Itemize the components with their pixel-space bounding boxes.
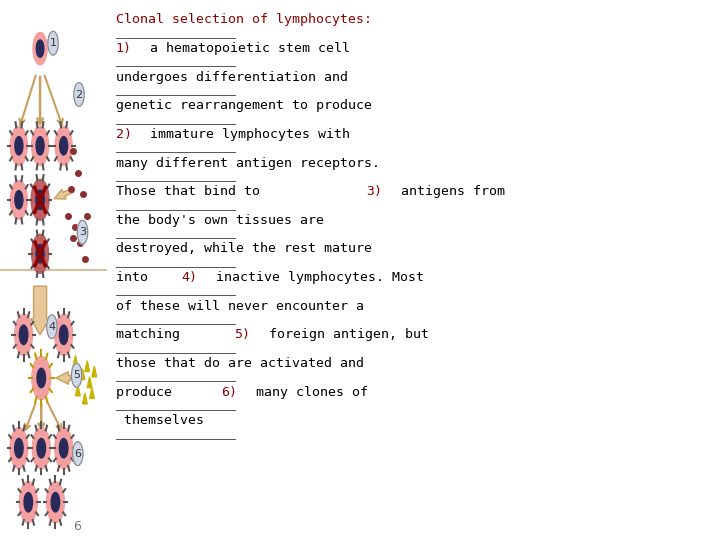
Polygon shape [80, 369, 85, 380]
Text: 6: 6 [73, 520, 81, 533]
Circle shape [60, 325, 68, 345]
Circle shape [55, 126, 72, 165]
Circle shape [37, 368, 45, 388]
Circle shape [36, 40, 44, 57]
Text: into: into [115, 271, 156, 284]
Circle shape [15, 137, 23, 155]
Polygon shape [83, 393, 87, 404]
Circle shape [15, 191, 23, 209]
Circle shape [55, 428, 73, 469]
Circle shape [60, 137, 68, 155]
Polygon shape [89, 388, 94, 399]
Circle shape [37, 438, 45, 458]
Polygon shape [76, 385, 80, 396]
Circle shape [60, 438, 68, 458]
Text: inactive lymphocytes. Most: inactive lymphocytes. Most [208, 271, 424, 284]
Text: the body's own tissues are: the body's own tissues are [115, 214, 323, 227]
Circle shape [74, 83, 84, 106]
Text: 1: 1 [50, 38, 57, 48]
Circle shape [10, 126, 27, 165]
Polygon shape [85, 361, 89, 372]
Text: many clones of: many clones of [248, 386, 368, 399]
Circle shape [51, 492, 60, 512]
Circle shape [77, 220, 88, 244]
Text: 4: 4 [48, 322, 55, 332]
Text: 2): 2) [115, 128, 132, 141]
Circle shape [31, 179, 49, 220]
Text: of these will never encounter a: of these will never encounter a [115, 300, 364, 313]
Polygon shape [73, 355, 78, 366]
Circle shape [71, 363, 82, 387]
Text: destroyed, while the rest mature: destroyed, while the rest mature [115, 242, 372, 255]
Circle shape [36, 245, 44, 263]
Text: immature lymphocytes with: immature lymphocytes with [142, 128, 350, 141]
Circle shape [55, 314, 73, 355]
Text: Those that bind to: Those that bind to [115, 185, 268, 198]
Text: 3): 3) [366, 185, 382, 198]
Text: 5): 5) [235, 328, 251, 341]
Circle shape [47, 482, 64, 523]
Circle shape [47, 315, 57, 339]
Circle shape [32, 234, 48, 273]
Text: 1): 1) [115, 42, 132, 55]
Circle shape [19, 325, 28, 345]
Circle shape [14, 314, 32, 355]
Text: 5: 5 [73, 370, 80, 380]
Circle shape [32, 356, 50, 400]
Polygon shape [87, 377, 92, 388]
Circle shape [24, 492, 32, 512]
Circle shape [48, 31, 58, 55]
Circle shape [32, 428, 50, 469]
Circle shape [19, 482, 37, 523]
Text: matching: matching [115, 328, 187, 341]
Text: Clonal selection of lymphocytes:: Clonal selection of lymphocytes: [115, 14, 372, 26]
Circle shape [32, 126, 48, 165]
Text: 4): 4) [181, 271, 197, 284]
Circle shape [10, 180, 27, 219]
Circle shape [14, 438, 23, 458]
Circle shape [36, 137, 44, 155]
Circle shape [10, 428, 28, 469]
Text: genetic rearrangement to produce: genetic rearrangement to produce [115, 99, 372, 112]
Text: antigens from: antigens from [393, 185, 505, 198]
Circle shape [36, 190, 45, 210]
FancyArrow shape [31, 286, 50, 335]
Circle shape [73, 442, 83, 465]
Text: foreign antigen, but: foreign antigen, but [261, 328, 429, 341]
Text: produce: produce [115, 386, 179, 399]
Text: 3: 3 [79, 227, 86, 237]
Text: 6: 6 [74, 449, 81, 458]
Text: those that do are activated and: those that do are activated and [115, 357, 364, 370]
Circle shape [33, 32, 47, 65]
Text: undergoes differentiation and: undergoes differentiation and [115, 71, 348, 84]
Text: themselves: themselves [115, 414, 204, 427]
Text: a hematopoietic stem cell: a hematopoietic stem cell [142, 42, 350, 55]
Text: 2: 2 [76, 90, 83, 99]
Polygon shape [92, 366, 96, 377]
Text: 6): 6) [221, 386, 238, 399]
Text: many different antigen receptors.: many different antigen receptors. [115, 157, 379, 170]
